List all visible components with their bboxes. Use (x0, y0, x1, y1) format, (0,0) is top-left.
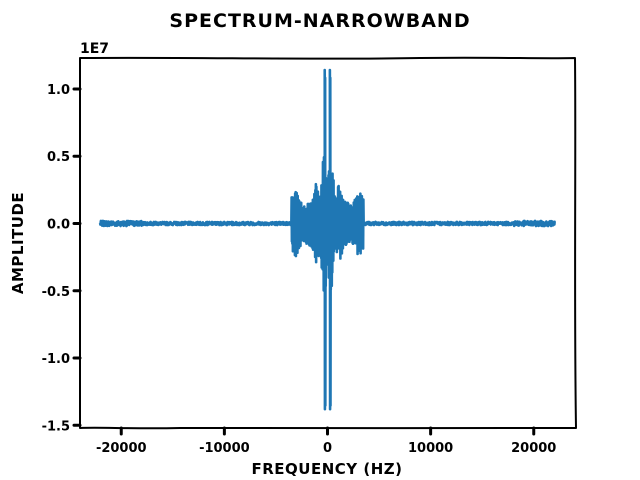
x-axis: -20000 -10000 0 10000 20000 (96, 426, 556, 456)
y-tick-label: 0.5 (47, 150, 70, 165)
series-line (98, 68, 556, 411)
y-tick-label: 1.0 (47, 83, 70, 98)
y-tick-label: -0.5 (42, 285, 70, 300)
x-tick-label: 0 (323, 441, 332, 456)
y-tick-label: 0.0 (47, 217, 70, 232)
axes-frame (78, 56, 577, 430)
y-tick-label: -1.0 (42, 352, 70, 367)
x-tick-label: -10000 (199, 441, 250, 456)
x-tick-label: -20000 (96, 441, 147, 456)
y-tick-label: -1.5 (42, 419, 70, 434)
y-offset-label: 1E7 (80, 41, 109, 57)
y-axis: -1.5 -1.0 -0.5 0.0 0.5 1.0 (42, 83, 82, 434)
y-axis-label: AMPLITUDE (9, 192, 27, 294)
plot-area (98, 68, 556, 411)
x-axis-label: FREQUENCY (HZ) (251, 460, 402, 478)
x-tick-label: 10000 (408, 441, 453, 456)
chart-title: SPECTRUM-NARROWBAND (169, 10, 470, 32)
x-tick-label: 20000 (511, 441, 556, 456)
